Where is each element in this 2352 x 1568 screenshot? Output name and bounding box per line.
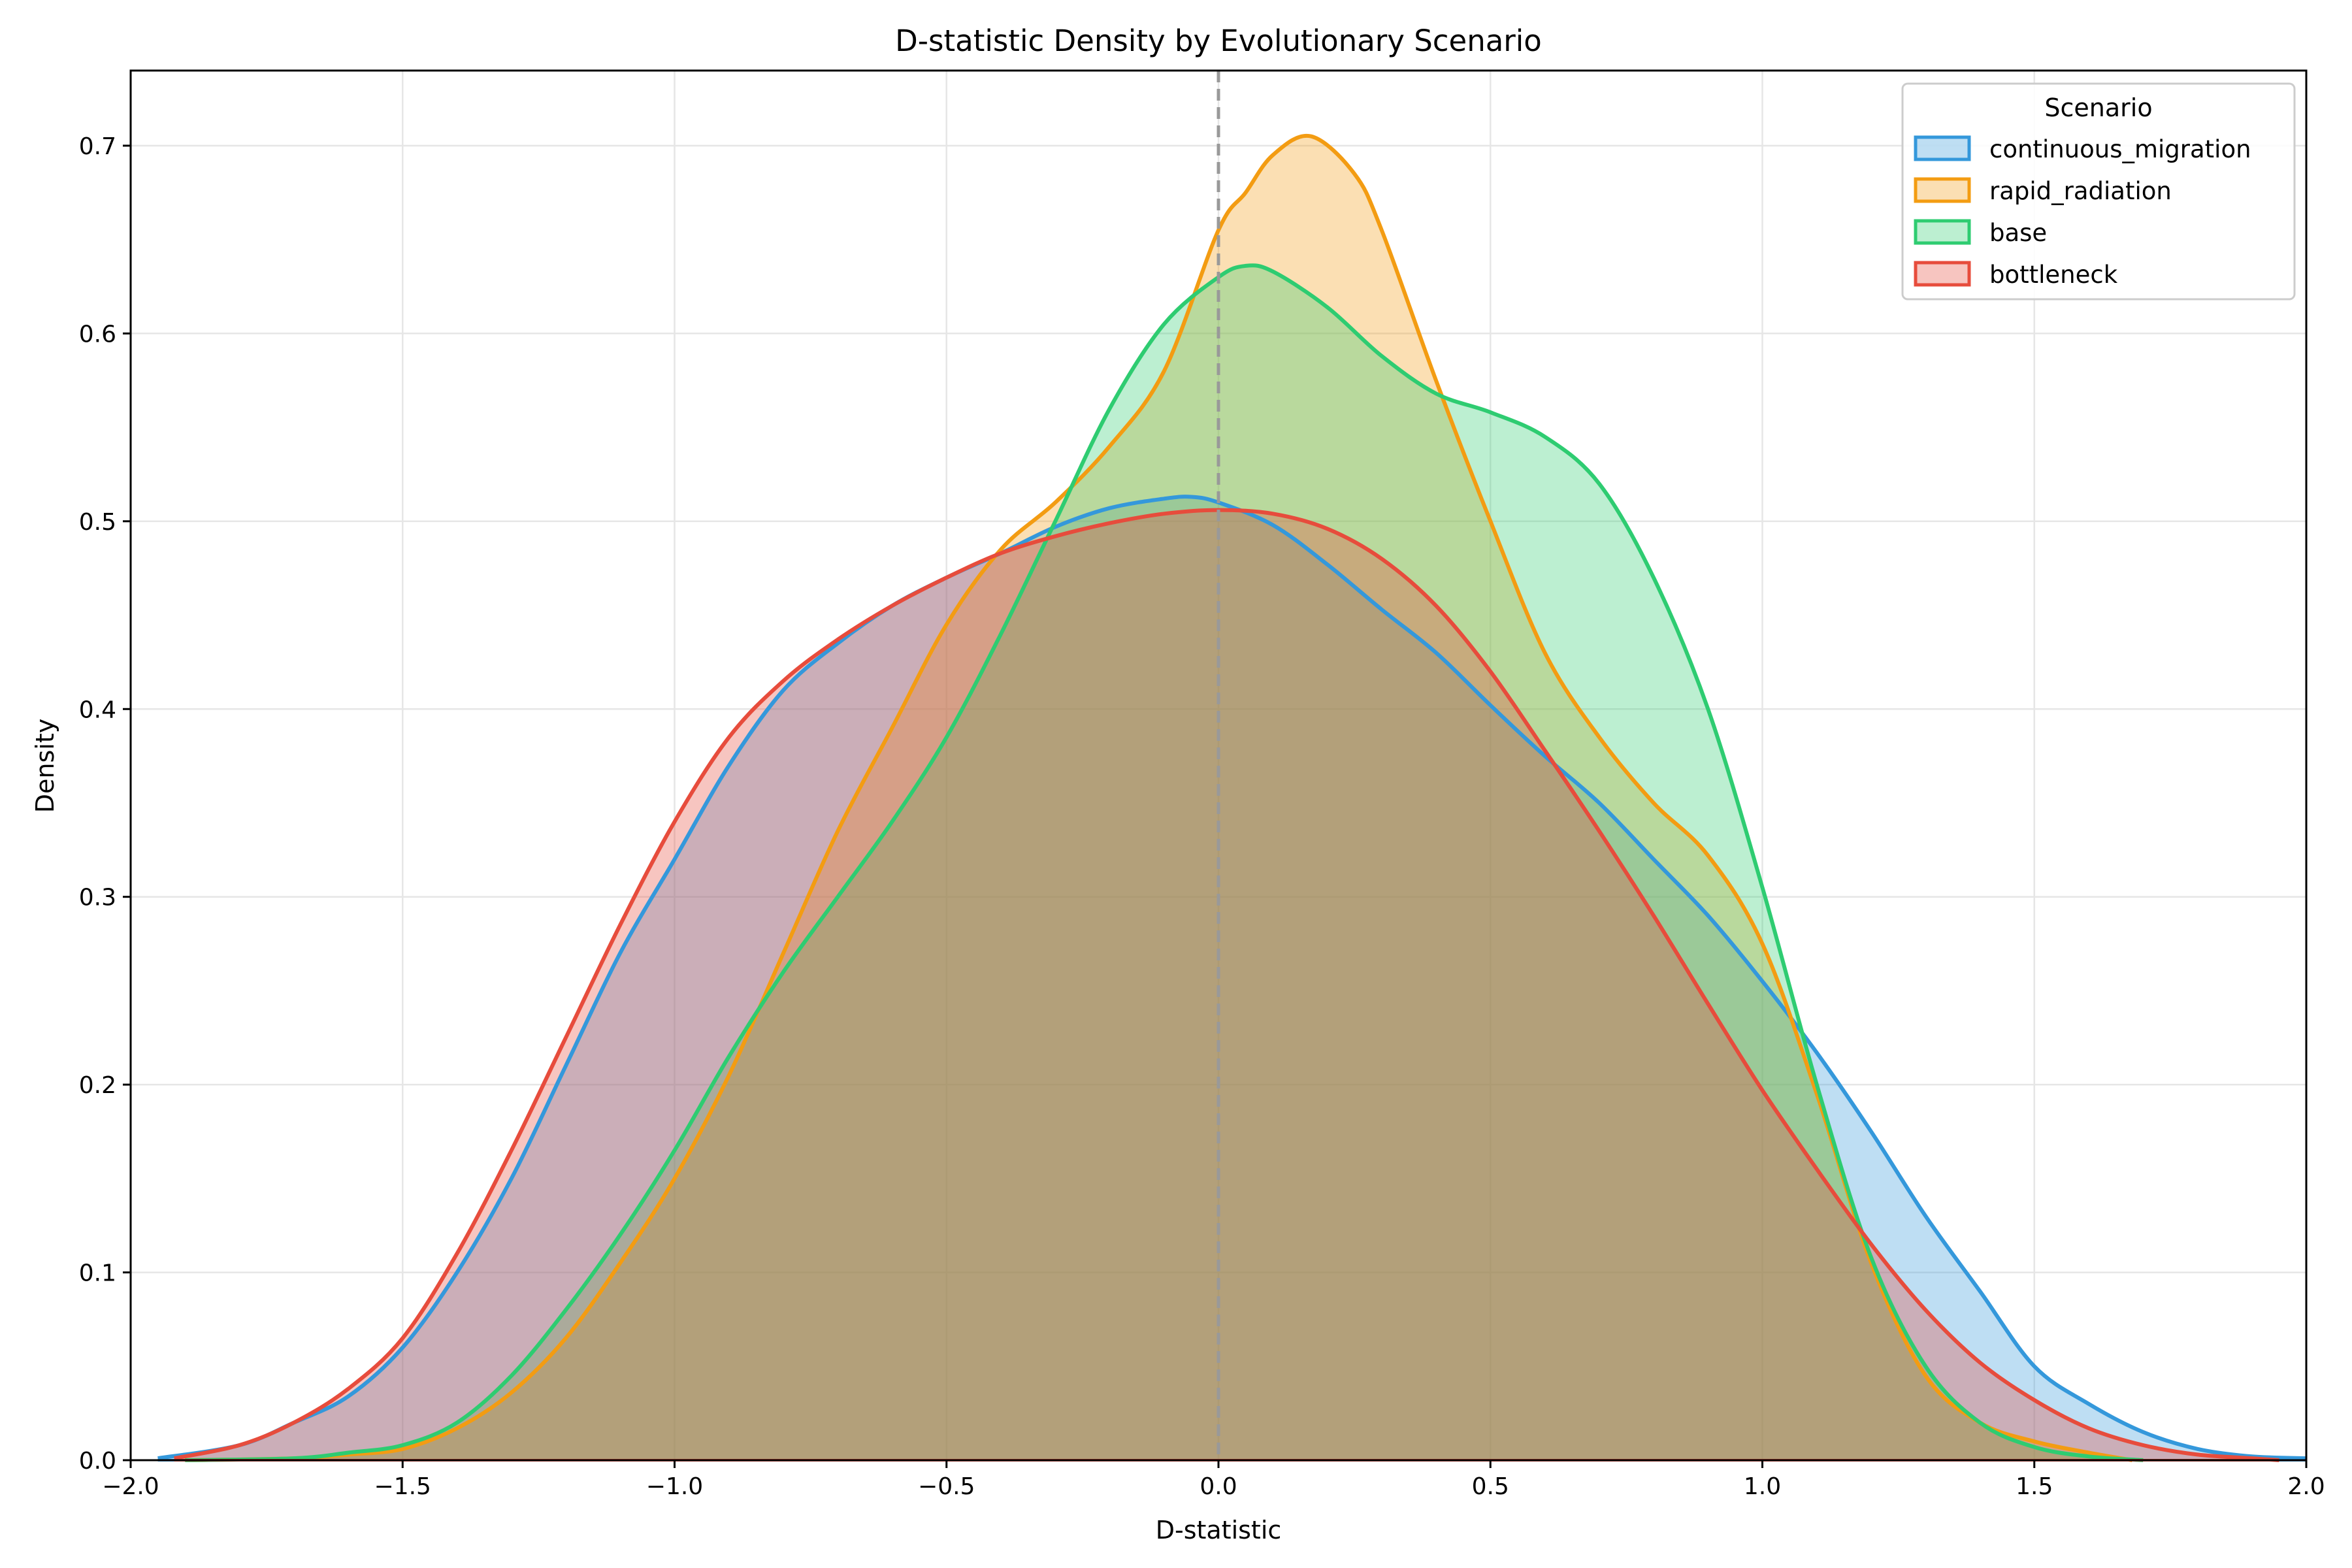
y-tick-label: 0.5 (79, 509, 116, 536)
y-tick-label: 0.0 (79, 1448, 116, 1475)
legend-label-continuous_migration: continuous_migration (1989, 135, 2251, 163)
chart-title: D-statistic Density by Evolutionary Scen… (895, 24, 1542, 58)
y-tick-label: 0.6 (79, 321, 116, 348)
y-tick-label: 0.1 (79, 1260, 116, 1287)
x-tick-label: 1.0 (1744, 1473, 1781, 1500)
x-tick-label: −1.5 (374, 1473, 431, 1500)
density-fill-continuous_migration (157, 497, 2306, 1460)
y-tick-label: 0.4 (79, 696, 116, 723)
legend-label-base: base (1989, 219, 2047, 247)
density-line-bottleneck (174, 508, 2279, 1462)
x-tick-label: 0.0 (1200, 1473, 1237, 1500)
legend-label-bottleneck: bottleneck (1989, 261, 2118, 289)
legend: Scenario continuous_migration rapid_radia… (1901, 82, 2296, 301)
x-tick-label: 1.5 (2016, 1473, 2053, 1500)
x-tick-label: −0.5 (918, 1473, 975, 1500)
x-tick-label: −1.0 (646, 1473, 703, 1500)
y-tick-label: 0.2 (79, 1072, 116, 1099)
density-fill-base (185, 265, 2144, 1461)
x-tick-label: 2.0 (2287, 1473, 2325, 1500)
legend-title: Scenario (2044, 93, 2152, 122)
density-line-rapid_radiation (185, 133, 2133, 1462)
legend-swatch-continuous_migration (1914, 135, 1971, 161)
legend-swatch-base (1914, 219, 1971, 245)
legend-swatch-rapid_radiation (1914, 177, 1971, 203)
y-axis-label: Density (31, 719, 59, 813)
legend-frame (1901, 82, 2296, 301)
axis-ticks: −2.0 −1.5 −1.0 −0.5 0.0 0.5 1.0 1.5 2.0 0.0 0.1 0.2… (79, 133, 2325, 1500)
density-fill-bottleneck (174, 510, 2279, 1460)
legend-swatch-bottleneck (1914, 261, 1971, 287)
x-tick-label: −2.0 (102, 1473, 159, 1500)
density-line-base (185, 263, 2144, 1462)
density-fill-rapid_radiation (185, 135, 2132, 1460)
density-fills (157, 135, 2306, 1461)
x-axis-label: D-statistic (1156, 1516, 1282, 1544)
y-tick-label: 0.7 (79, 133, 116, 160)
y-tick-label: 0.3 (79, 885, 116, 911)
legend-label-rapid_radiation: rapid_radiation (1989, 177, 2172, 205)
x-tick-label: 0.5 (1472, 1473, 1509, 1500)
